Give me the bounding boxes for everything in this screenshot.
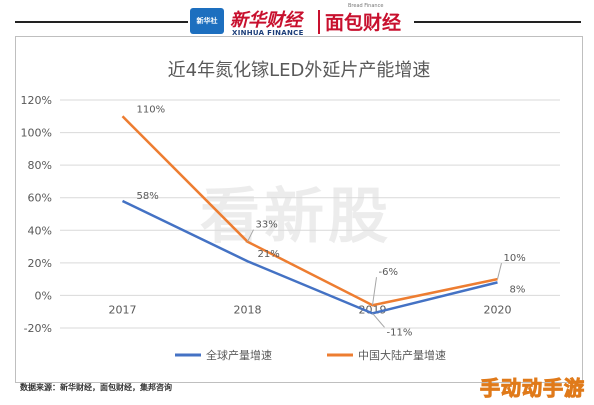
- x-tick-label: 2017: [109, 303, 137, 316]
- brand-name-en: XINHUA FINANCE: [232, 29, 304, 37]
- chart-title: 近4年氮化镓LED外延片产能增速: [167, 60, 431, 81]
- data-label: 10%: [504, 253, 526, 264]
- x-tick-label: 2019: [359, 303, 387, 316]
- data-label: 33%: [256, 220, 278, 231]
- brand-name-cn: 新华财经: [230, 10, 302, 31]
- legend-label: 全球产量增速: [206, 348, 272, 362]
- leader-line: [372, 277, 377, 306]
- brand2-logo: 面包财经: [325, 12, 402, 34]
- series-line-2: [121, 115, 498, 307]
- leader-line: [372, 313, 385, 328]
- y-tick-label: 40%: [28, 224, 52, 237]
- center-watermark: 看新股: [200, 182, 392, 252]
- y-tick-label: 100%: [21, 127, 52, 140]
- data-label: 110%: [137, 104, 166, 115]
- brand-separator: [318, 10, 320, 34]
- y-tick-label: 60%: [28, 192, 52, 205]
- data-label: 58%: [137, 191, 159, 202]
- x-tick-label: 2020: [484, 303, 512, 316]
- y-tick-label: -20%: [24, 322, 52, 335]
- legend-label: 中国大陆产量增速: [358, 348, 446, 362]
- brand2-subtitle: Bread Finance: [348, 3, 384, 9]
- y-tick-label: 0%: [35, 289, 52, 302]
- data-label: 21%: [258, 249, 280, 260]
- xinhua-logo: 新华社: [190, 8, 224, 34]
- y-tick-label: 120%: [21, 94, 52, 107]
- corner-watermark: 手动动手游: [480, 376, 585, 401]
- leader-line: [247, 229, 254, 242]
- y-tick-label: 20%: [28, 257, 52, 270]
- header: 新华社 新华财经 XINHUA FINANCE Bread Finance 面包…: [0, 0, 594, 44]
- series-line-1: [121, 199, 498, 315]
- data-label: -11%: [387, 327, 413, 338]
- header-rule-right: [414, 21, 581, 23]
- x-tick-label: 2018: [234, 303, 262, 316]
- header-rule-left: [15, 21, 188, 23]
- leader-line: [497, 263, 502, 280]
- y-tick-label: 80%: [28, 159, 52, 172]
- chart-frame: [15, 36, 583, 383]
- data-label: -6%: [379, 267, 398, 278]
- data-source-note: 数据来源：新华财经，面包财经，集邦咨询: [20, 383, 172, 392]
- data-label: 8%: [510, 284, 526, 295]
